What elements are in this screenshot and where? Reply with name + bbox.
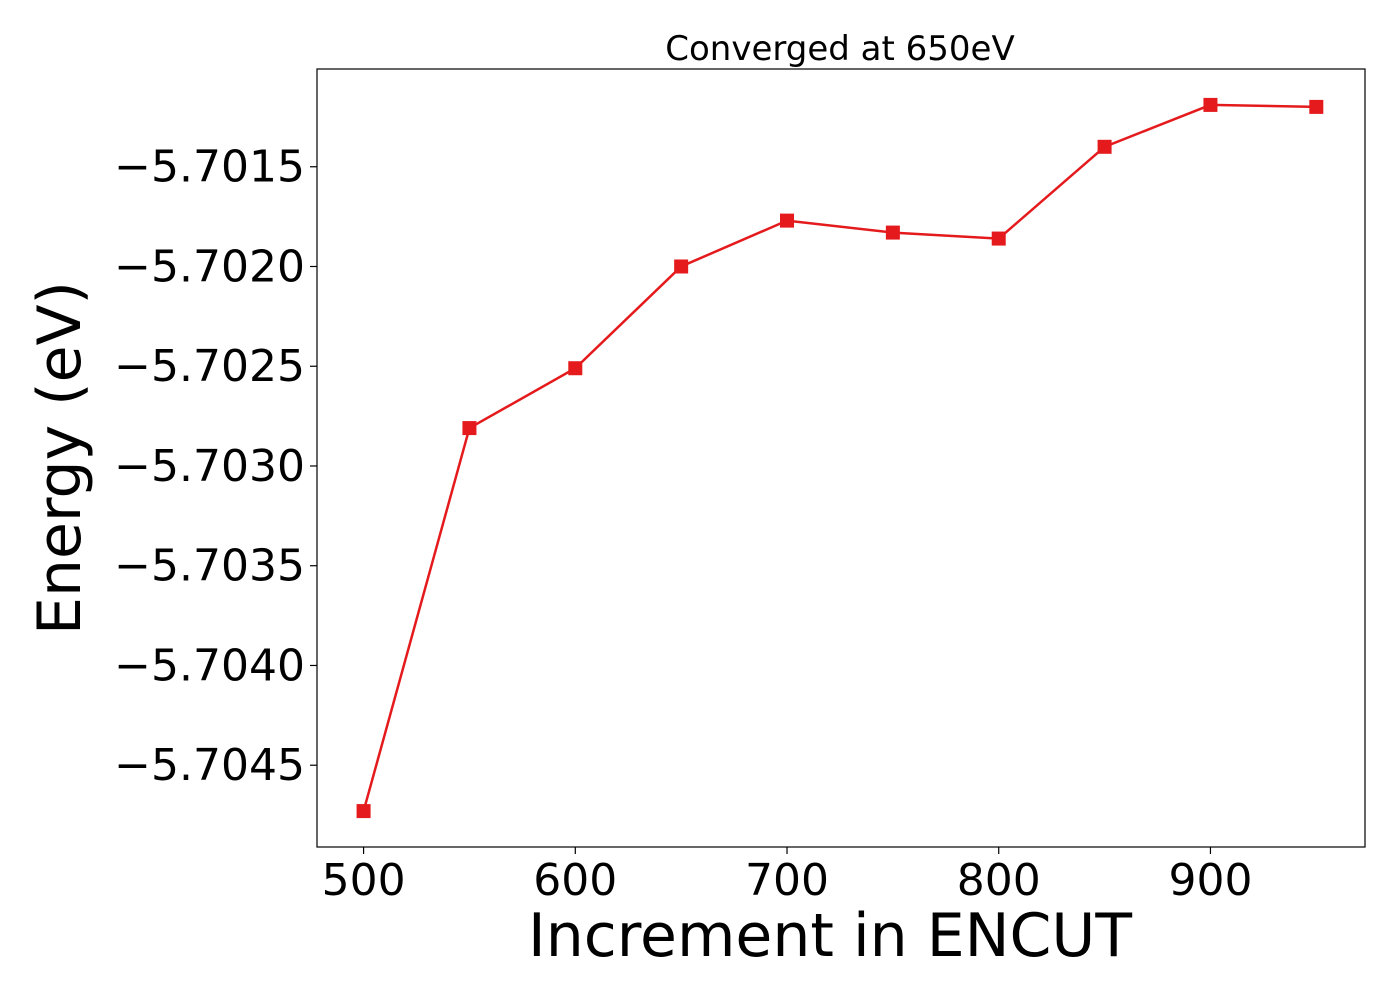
x-axis: 500 600 700 800 900 bbox=[322, 847, 1252, 906]
y-tick-label: −5.7045 bbox=[114, 740, 305, 791]
data-point-marker bbox=[356, 804, 371, 819]
y-axis: −5.7045 −5.7040 −5.7035 −5.7030 −5.7025 −5.70… bbox=[114, 142, 317, 791]
data-point-marker bbox=[780, 213, 795, 228]
data-point-marker bbox=[674, 259, 689, 274]
x-tick-label: 500 bbox=[322, 855, 406, 906]
x-axis-label: Increment in ENCUT bbox=[528, 901, 1132, 971]
x-tick-label: 600 bbox=[533, 855, 617, 906]
series-markers bbox=[356, 97, 1324, 819]
y-tick-label: −5.7035 bbox=[114, 541, 305, 592]
y-tick-label: −5.7025 bbox=[114, 341, 305, 392]
y-tick-label: −5.7030 bbox=[114, 441, 305, 492]
y-tick-label: −5.7015 bbox=[114, 142, 305, 193]
plot-frame bbox=[316, 68, 1366, 848]
x-tick-label: 800 bbox=[957, 855, 1041, 906]
data-point-marker bbox=[568, 361, 583, 376]
x-tick-label: 900 bbox=[1168, 855, 1252, 906]
data-point-marker bbox=[1203, 97, 1218, 112]
series-line bbox=[362, 103, 1317, 812]
y-tick-label: −5.7020 bbox=[114, 241, 305, 292]
data-point-marker bbox=[1309, 99, 1324, 114]
y-axis-label: Energy (eV) bbox=[25, 281, 95, 635]
data-point-marker bbox=[991, 231, 1006, 246]
y-tick-label: −5.7040 bbox=[114, 640, 305, 691]
chart-title: Converged at 650eV bbox=[665, 29, 1014, 69]
data-point-marker bbox=[885, 225, 900, 240]
x-tick-label: 700 bbox=[745, 855, 829, 906]
data-point-marker bbox=[462, 421, 477, 436]
data-point-marker bbox=[1097, 139, 1112, 154]
